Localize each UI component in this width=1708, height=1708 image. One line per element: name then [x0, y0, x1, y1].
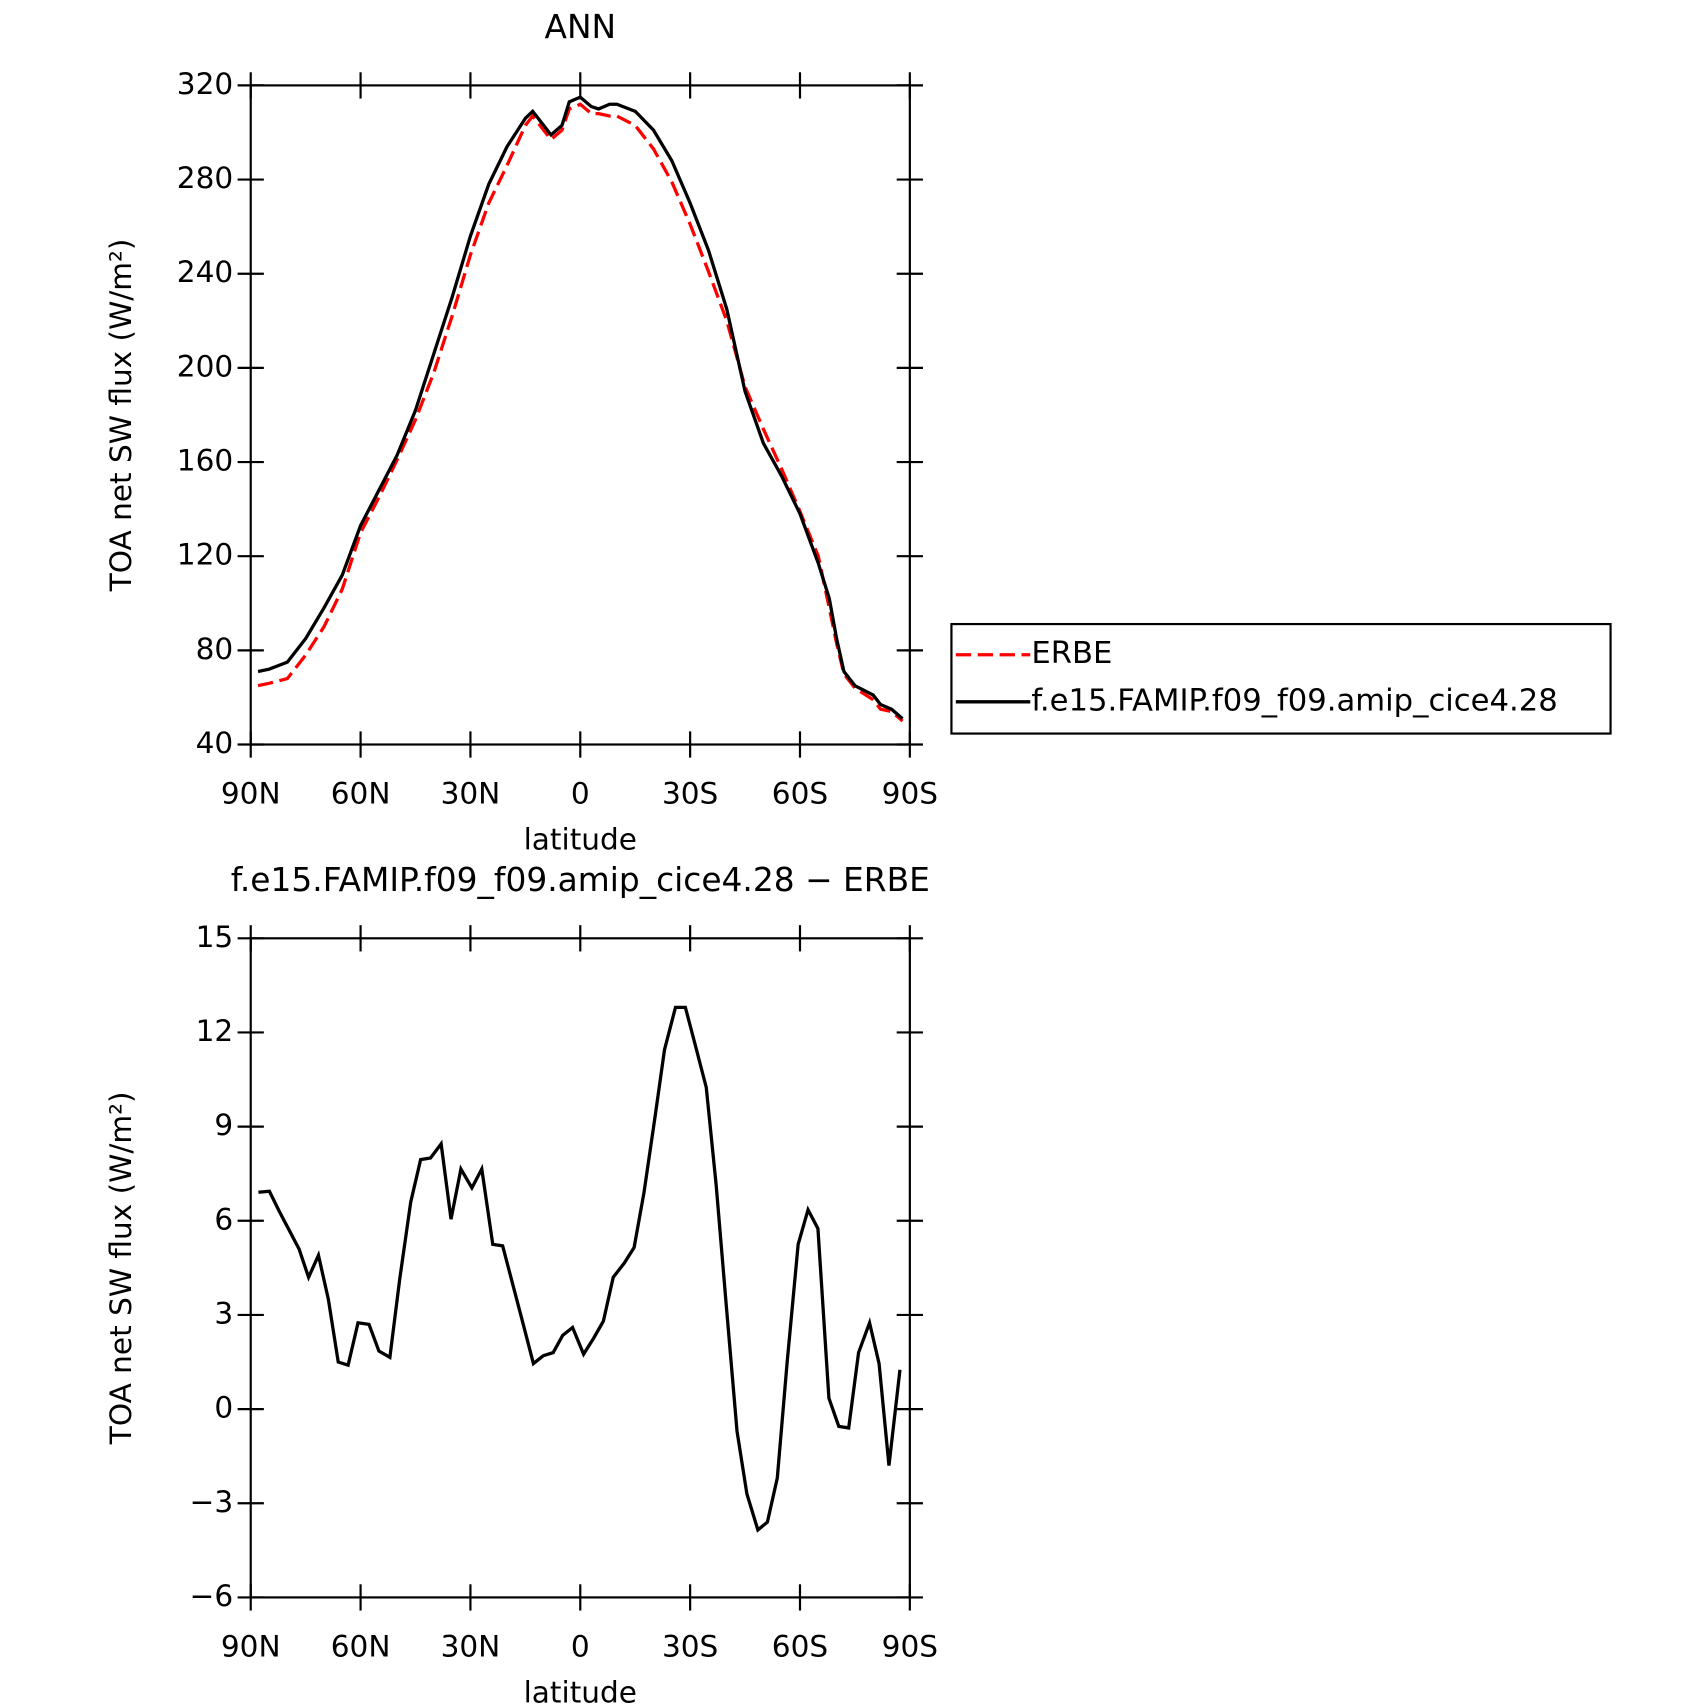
y-axis-label: TOA net SW flux (W/m²): [104, 239, 138, 593]
legend-box: [950, 622, 1612, 735]
y-tick-label: 0: [214, 1391, 233, 1425]
series-line: [258, 1005, 902, 1533]
legend-label: f.e15.FAMIP.f09_f09.amip_cice4.28: [1031, 683, 1557, 718]
y-tick-label: −3: [190, 1485, 234, 1519]
x-tick-label: 60N: [331, 1629, 391, 1663]
legend-label: ERBE: [1031, 636, 1112, 671]
y-tick-label: 80: [196, 632, 234, 666]
y-tick-label: 320: [177, 67, 233, 101]
series-line: [257, 102, 904, 723]
y-tick-label: 40: [196, 726, 234, 760]
y-tick-label: 120: [177, 538, 233, 572]
y-tick-label: 240: [177, 255, 233, 289]
x-tick-label: 30S: [662, 776, 718, 810]
y-tick-label: 3: [214, 1296, 233, 1330]
x-tick-label: 90N: [221, 776, 281, 810]
x-tick-label: 30S: [662, 1629, 718, 1663]
x-tick-label: 60S: [772, 1629, 828, 1663]
y-tick-label: −6: [190, 1579, 234, 1613]
plot-frame: [249, 84, 911, 746]
x-axis-label: latitude: [524, 1675, 637, 1708]
panel-title: ANN: [544, 8, 616, 46]
plot-frame: [249, 937, 911, 1599]
x-tick-label: 60S: [772, 776, 828, 810]
x-tick-label: 90N: [221, 1629, 281, 1663]
panel: f.e15.FAMIP.f09_f09.amip_cice4.28 − ERBE…: [104, 861, 938, 1708]
x-tick-label: 90S: [882, 1629, 938, 1663]
x-tick-label: 0: [571, 1629, 590, 1663]
panel: ANN 40 80 120 160 200 240 280 320 90N 60N 30N 0 30S 60…: [104, 8, 1612, 856]
x-tick-label: 30N: [441, 776, 501, 810]
series-line: [257, 95, 904, 720]
y-tick-label: 200: [177, 349, 233, 383]
y-tick-label: 15: [196, 920, 234, 954]
x-tick-label: 0: [571, 776, 590, 810]
y-axis-label: TOA net SW flux (W/m²): [104, 1092, 138, 1446]
y-tick-label: 9: [214, 1108, 233, 1142]
x-axis-label: latitude: [524, 822, 637, 856]
x-tick-label: 90S: [882, 776, 938, 810]
x-tick-label: 60N: [331, 776, 391, 810]
y-tick-label: 12: [196, 1014, 234, 1048]
y-tick-label: 6: [214, 1202, 233, 1236]
panel-title: f.e15.FAMIP.f09_f09.amip_cice4.28 − ERBE: [231, 861, 930, 899]
y-tick-label: 280: [177, 161, 233, 195]
x-tick-label: 30N: [441, 1629, 501, 1663]
y-tick-label: 160: [177, 444, 233, 478]
